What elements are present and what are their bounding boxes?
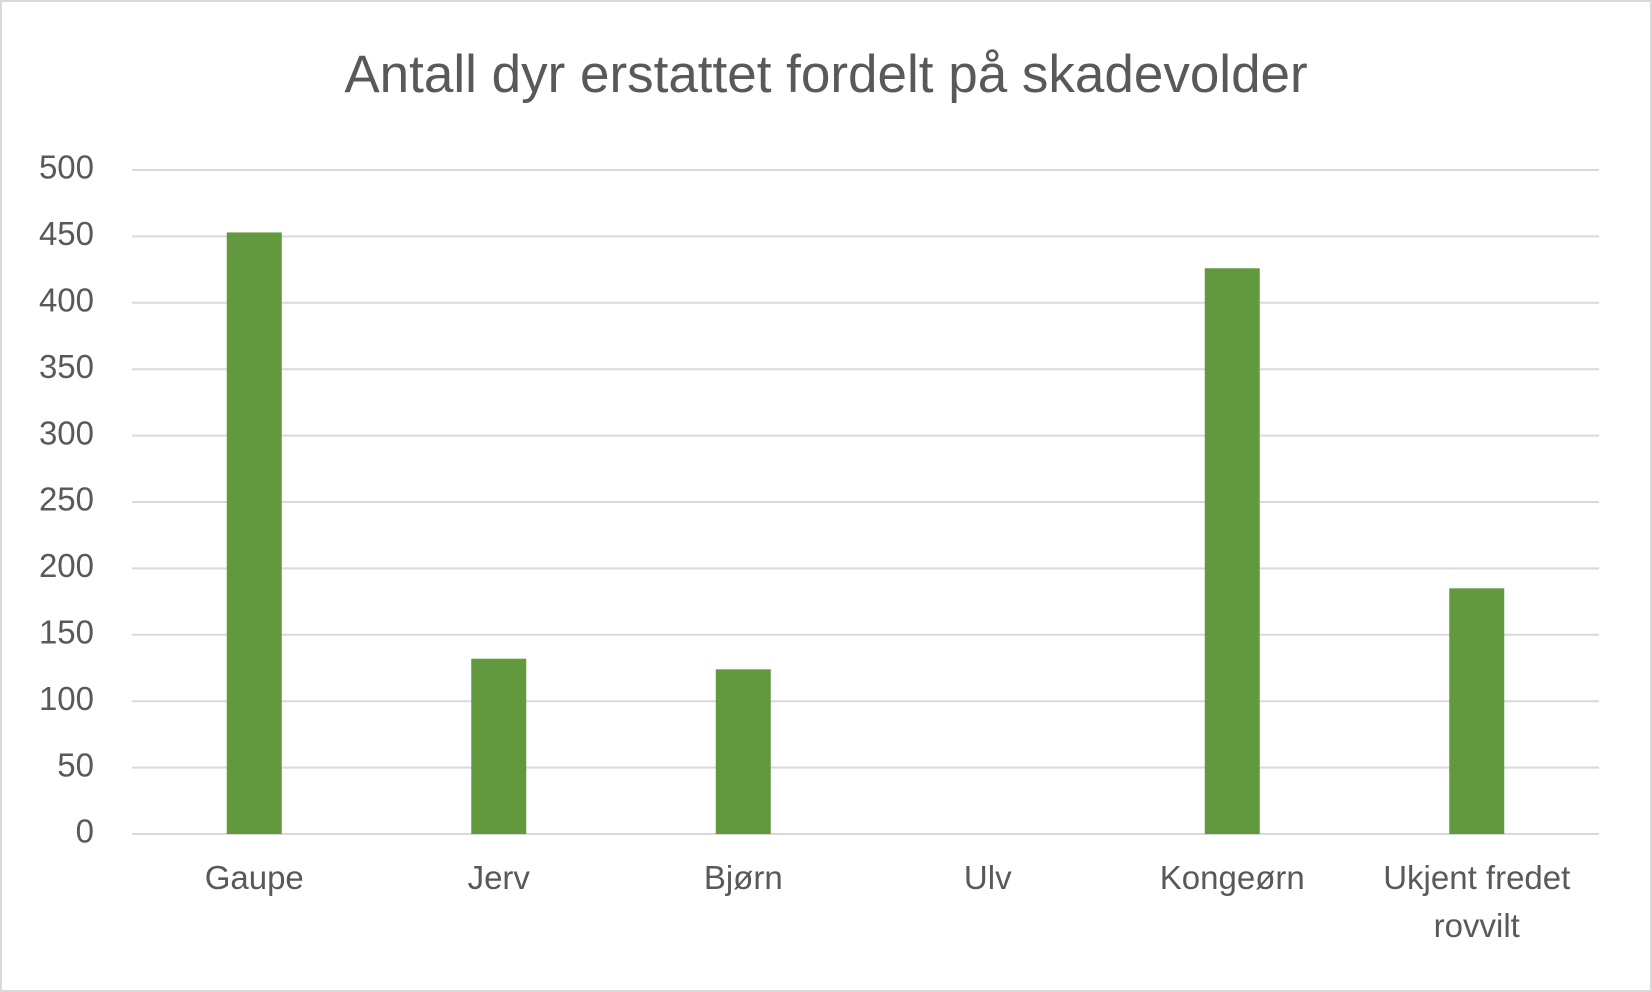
y-tick-label: 200 (39, 547, 94, 584)
bar (226, 232, 282, 834)
x-tick-label: Ukjent fredet rovvilt (1383, 859, 1571, 944)
x-tick-label: Ulv (963, 859, 1012, 896)
y-tick-label: 500 (39, 149, 94, 186)
y-tick-label: 450 (39, 215, 94, 252)
y-tick-label: 50 (57, 746, 94, 783)
y-tick-label: 250 (39, 481, 94, 518)
bar (1204, 268, 1260, 835)
y-tick-label: 400 (39, 282, 94, 319)
bar (1449, 588, 1505, 834)
y-tick-label: 300 (39, 414, 94, 451)
x-tick-label: Jerv (467, 859, 530, 896)
y-tick-label: 0 (76, 813, 94, 850)
y-tick-label: 150 (39, 614, 94, 651)
bar (471, 658, 527, 834)
x-tick-label: Gaupe (204, 859, 304, 896)
y-tick-label: 350 (39, 348, 94, 385)
x-tick-label: Bjørn (703, 859, 783, 896)
y-tick-label: 100 (39, 680, 94, 717)
chart-title: Antall dyr erstattet fordelt på skadevol… (344, 45, 1307, 104)
x-tick-label: Kongeørn (1159, 859, 1305, 896)
bar (715, 669, 771, 834)
